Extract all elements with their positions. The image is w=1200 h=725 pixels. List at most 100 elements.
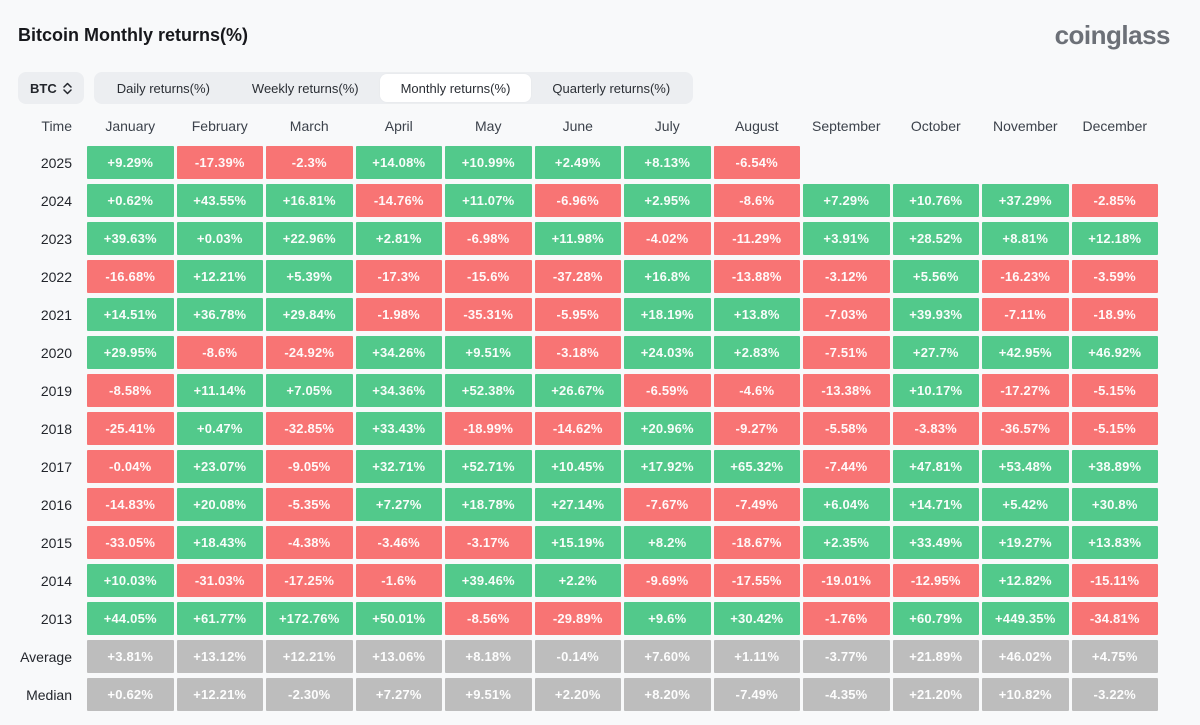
return-cell: -15.11% — [1071, 564, 1158, 597]
return-cell: -8.56% — [445, 602, 532, 635]
tab-weekly[interactable]: Weekly returns(%) — [231, 74, 380, 102]
return-cell: +37.29% — [982, 184, 1069, 217]
return-cell-empty — [1072, 146, 1159, 179]
return-cell: +16.81% — [266, 184, 353, 217]
return-cell: -16.68% — [87, 260, 174, 293]
symbol-selector-label: BTC — [30, 80, 57, 96]
return-cell: -18.9% — [1071, 298, 1158, 331]
tab-quarterly[interactable]: Quarterly returns(%) — [531, 74, 691, 102]
return-cell: +65.32% — [713, 450, 800, 483]
tab-daily[interactable]: Daily returns(%) — [96, 74, 231, 102]
return-cell: +20.08% — [176, 488, 263, 521]
return-cell: +47.81% — [892, 450, 979, 483]
return-cell: +7.60% — [624, 640, 711, 673]
return-cell: +8.81% — [982, 222, 1069, 255]
return-cell: +13.8% — [713, 298, 800, 331]
return-cell: +32.71% — [355, 450, 442, 483]
return-cell: +10.45% — [534, 450, 621, 483]
return-cell: -13.88% — [713, 260, 800, 293]
return-cell: +29.84% — [266, 298, 353, 331]
return-cell: +12.21% — [266, 640, 353, 673]
return-cell: +2.49% — [534, 146, 621, 179]
return-cell: +21.20% — [892, 678, 979, 711]
row-label: Median — [26, 686, 72, 703]
return-cell: -0.04% — [87, 450, 174, 483]
return-cell: -6.98% — [445, 222, 532, 255]
return-cell: -3.46% — [355, 526, 442, 559]
row-label: 2024 — [40, 192, 72, 209]
return-cell: +3.91% — [803, 222, 890, 255]
return-cell: -2.85% — [1071, 184, 1158, 217]
return-cell: +11.07% — [445, 184, 532, 217]
return-cell: +9.6% — [624, 602, 711, 635]
return-cell: -37.28% — [534, 260, 621, 293]
return-cell: +2.2% — [534, 564, 621, 597]
return-cell: +2.83% — [713, 336, 800, 369]
returns-table: Time January February March April May June July… — [18, 113, 1182, 711]
return-cell: -4.35% — [803, 678, 890, 711]
return-cell: -33.05% — [87, 526, 174, 559]
return-cell: +2.20% — [534, 678, 621, 711]
return-cell: -18.67% — [713, 526, 800, 559]
column-header-month: December — [1082, 118, 1148, 134]
return-cell: -3.17% — [445, 526, 532, 559]
return-cell: +0.03% — [176, 222, 263, 255]
return-cell: +14.71% — [892, 488, 979, 521]
row-label: 2025 — [40, 154, 72, 171]
return-cell: -11.29% — [713, 222, 800, 255]
return-cell-empty — [803, 146, 890, 179]
return-cell: +21.89% — [892, 640, 979, 673]
return-cell: +19.27% — [982, 526, 1069, 559]
return-cell: -1.6% — [355, 564, 442, 597]
row-label: 2019 — [40, 382, 72, 399]
return-cell: -6.59% — [624, 374, 711, 407]
return-cell: +10.82% — [982, 678, 1069, 711]
return-cell: -8.6% — [176, 336, 263, 369]
return-cell: -3.59% — [1071, 260, 1158, 293]
return-cell: -7.49% — [713, 488, 800, 521]
return-cell: +50.01% — [355, 602, 442, 635]
return-cell: +46.02% — [982, 640, 1069, 673]
tab-monthly[interactable]: Monthly returns(%) — [379, 74, 532, 102]
return-cell: +26.67% — [534, 374, 621, 407]
return-cell: -36.57% — [982, 412, 1069, 445]
return-cell: -4.38% — [266, 526, 353, 559]
return-cell: +5.56% — [892, 260, 979, 293]
return-cell: +7.27% — [355, 678, 442, 711]
return-cell: -7.44% — [803, 450, 890, 483]
return-cell: +27.7% — [892, 336, 979, 369]
return-cell: +13.06% — [355, 640, 442, 673]
return-cell: +14.51% — [87, 298, 174, 331]
return-cell: +12.21% — [176, 260, 263, 293]
return-cell: +22.96% — [266, 222, 353, 255]
return-cell: -4.6% — [713, 374, 800, 407]
column-header-month: April — [384, 118, 413, 134]
return-cell: +53.48% — [982, 450, 1069, 483]
symbol-selector[interactable]: BTC — [18, 72, 84, 104]
return-cell: +10.17% — [892, 374, 979, 407]
return-cell: +5.39% — [266, 260, 353, 293]
return-cell: +44.05% — [87, 602, 174, 635]
return-cell: +12.18% — [1071, 222, 1158, 255]
return-cell: -12.95% — [892, 564, 979, 597]
return-cell: +18.19% — [624, 298, 711, 331]
return-cell: +61.77% — [176, 602, 263, 635]
return-cell: +7.27% — [355, 488, 442, 521]
row-label: Average — [20, 648, 72, 665]
return-cell: -5.95% — [534, 298, 621, 331]
return-cell: +3.81% — [87, 640, 174, 673]
return-cell: -34.81% — [1071, 602, 1158, 635]
return-cell: +8.13% — [624, 146, 711, 179]
topbar: Bitcoin Monthly returns(%) coinglass — [18, 0, 1182, 51]
return-cell: +0.62% — [87, 678, 174, 711]
return-cell: -15.6% — [445, 260, 532, 293]
row-label: 2023 — [40, 230, 72, 247]
return-cell: -7.11% — [982, 298, 1069, 331]
return-cell: +8.2% — [624, 526, 711, 559]
return-cell: +36.78% — [176, 298, 263, 331]
return-cell: -3.77% — [803, 640, 890, 673]
return-cell: +39.46% — [445, 564, 532, 597]
column-header-month: July — [654, 118, 680, 134]
return-cell: -25.41% — [87, 412, 174, 445]
return-cell: +10.99% — [445, 146, 532, 179]
